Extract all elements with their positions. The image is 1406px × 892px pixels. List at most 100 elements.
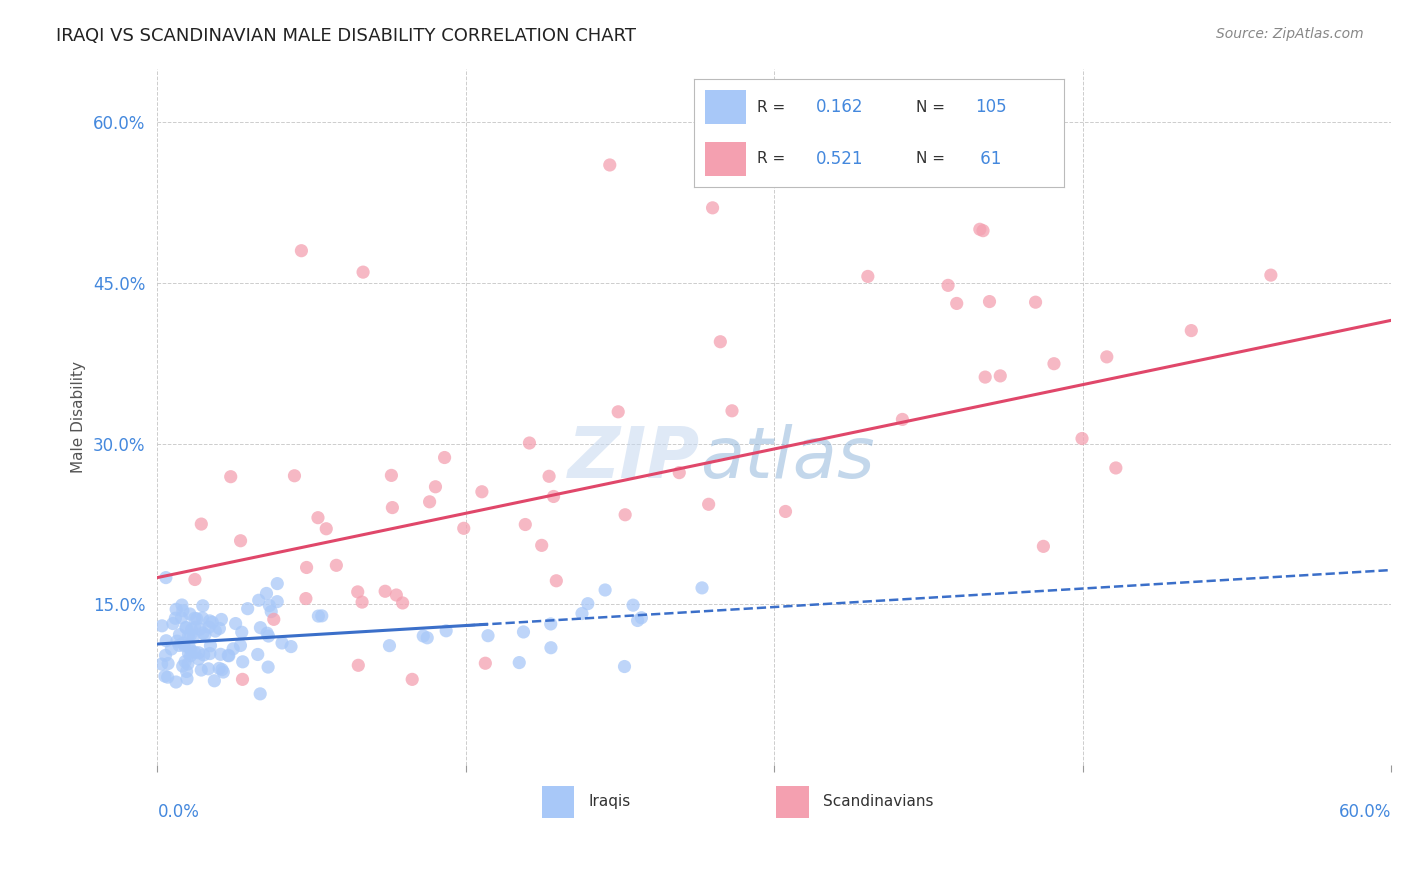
Point: [191, 599, 214, 613]
Point: [155, 648, 177, 663]
Point: [257, 629, 280, 643]
Point: [702, 201, 724, 215]
Point: [945, 296, 967, 310]
Point: [180, 644, 202, 658]
Point: [280, 640, 302, 654]
Point: [247, 593, 270, 607]
Point: [180, 628, 202, 642]
Point: [474, 657, 496, 671]
Point: [231, 673, 253, 687]
Text: Source: ZipAtlas.com: Source: ZipAtlas.com: [1216, 27, 1364, 41]
Point: [173, 639, 195, 653]
Point: [352, 595, 374, 609]
Point: [200, 639, 222, 653]
Point: [1105, 461, 1128, 475]
Point: [184, 573, 207, 587]
Point: [546, 574, 568, 588]
Point: [217, 648, 239, 663]
Point: [434, 624, 457, 638]
Point: [477, 629, 499, 643]
Text: 0.0%: 0.0%: [157, 804, 200, 822]
Point: [177, 629, 200, 643]
Point: [626, 614, 648, 628]
Point: [211, 663, 233, 677]
Point: [1095, 350, 1118, 364]
Point: [543, 490, 565, 504]
Point: [576, 597, 599, 611]
Point: [347, 658, 370, 673]
Point: [190, 517, 212, 532]
Point: [225, 616, 247, 631]
Point: [172, 604, 194, 618]
Point: [381, 500, 404, 515]
Point: [229, 533, 252, 548]
Point: [891, 412, 914, 426]
Point: [183, 611, 205, 625]
Point: [260, 605, 283, 619]
Point: [256, 586, 278, 600]
Point: [229, 639, 252, 653]
Point: [157, 657, 180, 671]
Point: [613, 659, 636, 673]
Point: [198, 620, 221, 634]
Point: [193, 648, 215, 662]
Point: [974, 370, 997, 384]
Point: [232, 655, 254, 669]
Point: [174, 655, 197, 669]
Point: [295, 560, 318, 574]
Point: [169, 628, 191, 642]
Point: [172, 636, 194, 650]
Point: [1180, 324, 1202, 338]
Point: [191, 611, 214, 625]
Point: [508, 656, 530, 670]
Point: [183, 645, 205, 659]
Point: [170, 610, 193, 624]
Point: [166, 634, 188, 648]
Point: [988, 368, 1011, 383]
Point: [153, 669, 176, 683]
Point: [969, 222, 991, 236]
Point: [249, 687, 271, 701]
Text: IRAQI VS SCANDINAVIAN MALE DISABILITY CORRELATION CHART: IRAQI VS SCANDINAVIAN MALE DISABILITY CO…: [56, 27, 637, 45]
Text: 60.0%: 60.0%: [1339, 804, 1391, 822]
Point: [979, 294, 1001, 309]
Point: [256, 626, 278, 640]
Point: [184, 621, 207, 635]
Point: [412, 629, 434, 643]
Point: [208, 661, 231, 675]
Point: [176, 672, 198, 686]
Point: [380, 468, 402, 483]
Point: [150, 619, 173, 633]
Point: [246, 648, 269, 662]
Point: [187, 646, 209, 660]
Point: [259, 599, 281, 613]
Point: [188, 622, 211, 636]
Point: [179, 640, 201, 655]
Point: [433, 450, 456, 465]
Point: [174, 621, 197, 635]
Point: [177, 647, 200, 661]
Point: [165, 675, 187, 690]
Point: [709, 334, 731, 349]
Point: [1032, 540, 1054, 554]
Point: [1071, 432, 1094, 446]
Point: [174, 620, 197, 634]
Point: [697, 497, 720, 511]
Text: atlas: atlas: [700, 424, 875, 493]
Point: [540, 640, 562, 655]
Point: [155, 633, 177, 648]
Point: [197, 662, 219, 676]
Point: [471, 484, 494, 499]
Point: [191, 626, 214, 640]
Point: [201, 615, 224, 630]
Point: [1260, 268, 1282, 282]
Point: [160, 642, 183, 657]
Point: [425, 480, 447, 494]
Point: [599, 158, 621, 172]
Text: ZIP: ZIP: [568, 424, 700, 493]
Point: [512, 624, 534, 639]
Point: [204, 624, 226, 638]
Point: [162, 616, 184, 631]
Point: [416, 631, 439, 645]
Point: [936, 278, 959, 293]
